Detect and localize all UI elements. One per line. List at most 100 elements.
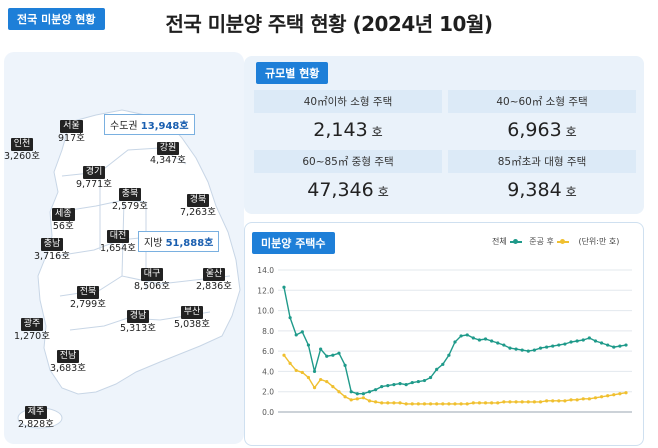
- unit-note: (단위:만 호): [578, 237, 620, 246]
- y-tick-label: 10.0: [257, 307, 274, 316]
- series-point-0: [300, 330, 304, 334]
- series-point-1: [337, 390, 341, 394]
- series-point-1: [453, 402, 457, 406]
- region-busan: 부산 5,038호: [174, 306, 210, 331]
- series-point-1: [374, 400, 378, 404]
- series-point-1: [538, 400, 543, 404]
- y-tick-label: 12.0: [257, 286, 274, 295]
- size-cell-value: 6,963 호: [507, 119, 577, 141]
- series-point-1: [361, 396, 365, 400]
- size-cell-over85: 85㎡초과 대형 주택 9,384 호: [448, 150, 636, 201]
- series-point-1: [471, 401, 475, 405]
- series-point-0: [569, 340, 573, 344]
- series-point-0: [416, 379, 420, 384]
- size-cell-label: 60~85㎡ 중형 주택: [254, 150, 442, 173]
- series-point-1: [563, 399, 567, 403]
- series-point-0: [465, 333, 469, 337]
- series-point-1: [416, 402, 420, 406]
- series-point-0: [361, 392, 365, 396]
- series-point-0: [593, 339, 598, 343]
- series-point-1: [593, 396, 598, 400]
- series-point-0: [508, 346, 512, 350]
- size-cell-label: 40㎡이하 소형 주택: [254, 90, 442, 113]
- region-chungbuk: 충북 2,579호: [112, 188, 148, 213]
- series-point-0: [471, 336, 475, 340]
- provinces-value: 51,888호: [165, 238, 214, 249]
- series-point-1: [599, 395, 604, 399]
- series-point-1: [343, 395, 347, 399]
- series-point-1: [587, 397, 591, 401]
- capital-area-callout: 수도권 13,948호: [104, 114, 195, 135]
- series-point-1: [575, 398, 579, 402]
- series-point-0: [551, 344, 555, 348]
- series-point-1: [398, 401, 402, 405]
- series-point-1: [349, 398, 353, 402]
- series-point-1: [435, 402, 439, 406]
- series-point-0: [337, 351, 341, 355]
- series-point-0: [490, 339, 494, 343]
- legend-completed-dot: [559, 238, 565, 244]
- series-point-1: [410, 402, 414, 406]
- series-point-1: [618, 392, 622, 396]
- series-point-1: [532, 400, 536, 404]
- region-gangwon: 강원 4,347호: [150, 142, 186, 167]
- legend-total-label: 전체: [492, 237, 507, 246]
- series-point-0: [624, 343, 628, 347]
- series-point-1: [557, 399, 561, 403]
- series-point-1: [496, 401, 500, 405]
- series-point-1: [569, 398, 573, 402]
- size-cell-value: 9,384 호: [507, 179, 577, 201]
- capital-area-label: 수도권: [110, 121, 138, 132]
- series-point-0: [520, 348, 524, 352]
- series-point-1: [545, 399, 549, 403]
- series-point-0: [575, 339, 579, 343]
- series-point-0: [545, 345, 549, 349]
- series-point-1: [502, 400, 506, 404]
- series-point-0: [380, 385, 384, 389]
- y-tick-label: 6.0: [262, 347, 274, 356]
- series-point-0: [392, 383, 396, 387]
- region-incheon: 인천 3,260호: [4, 138, 40, 163]
- series-point-1: [428, 402, 433, 406]
- series-point-1: [520, 400, 524, 404]
- series-point-1: [612, 393, 616, 397]
- region-jeonbuk: 전북 2,799호: [70, 286, 106, 311]
- series-point-0: [557, 343, 561, 347]
- series-point-1: [312, 386, 317, 390]
- series-point-1: [581, 397, 585, 401]
- series-point-0: [618, 344, 622, 348]
- y-tick-label: 8.0: [262, 327, 274, 336]
- series-line-1: [283, 354, 627, 405]
- series-point-0: [428, 375, 433, 380]
- series-point-1: [490, 401, 494, 405]
- series-point-0: [355, 392, 359, 396]
- series-point-1: [606, 394, 610, 398]
- series-point-0: [459, 334, 463, 338]
- y-tick-label: 2.0: [262, 388, 274, 397]
- series-point-1: [294, 368, 298, 373]
- size-cell-value: 2,143 호: [313, 119, 383, 141]
- region-daegu: 대구 8,506호: [134, 268, 170, 293]
- series-point-1: [392, 401, 396, 405]
- unsold-line-chart: 0.0 2.0 4.0 6.0 8.0 10.0 12.0 14.0: [257, 266, 632, 417]
- series-point-1: [319, 377, 323, 382]
- series-point-1: [331, 385, 335, 389]
- series-point-0: [502, 343, 506, 347]
- chart-legend: 전체 준공 후 (단위:만 호): [492, 236, 619, 247]
- series-point-0: [606, 343, 610, 347]
- series-point-1: [514, 400, 518, 404]
- region-daejeon: 대전 1,654호: [100, 230, 136, 255]
- y-tick-label: 14.0: [257, 266, 274, 275]
- series-point-1: [325, 379, 329, 384]
- series-point-0: [282, 285, 286, 289]
- series-point-1: [404, 402, 408, 406]
- series-point-0: [526, 349, 530, 353]
- series-point-0: [532, 348, 536, 352]
- series-point-0: [325, 354, 329, 358]
- region-gwangju: 광주 1,270호: [14, 318, 50, 343]
- series-point-1: [624, 391, 628, 395]
- series-point-1: [386, 401, 390, 405]
- size-cell-value: 47,346 호: [307, 179, 389, 201]
- series-point-0: [398, 382, 402, 386]
- region-seoul: 서울 917호: [58, 120, 85, 145]
